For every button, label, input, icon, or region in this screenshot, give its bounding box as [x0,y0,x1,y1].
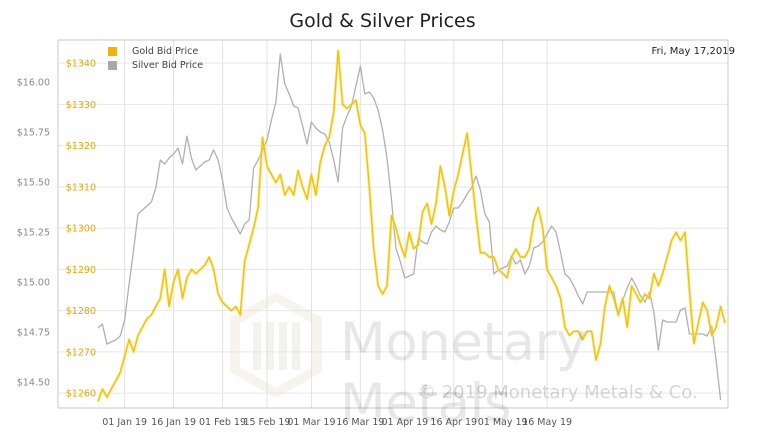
y-right-tick-label: $1280 [66,306,96,317]
x-tick-label: 01 Feb 19 [199,417,246,428]
y-left-tick-label: $15.00 [17,278,50,289]
y-left-tick-label: $16.00 [17,78,50,89]
y-left-tick-label: $15.50 [17,178,50,189]
chart-legend: Gold Bid Price Silver Bid Price [108,44,203,72]
legend-label-silver: Silver Bid Price [132,59,204,71]
x-tick-label: 16 Mar 19 [336,417,384,428]
legend-item-gold[interactable]: Gold Bid Price [108,44,203,58]
series-layer [96,49,727,402]
legend-label-gold: Gold Bid Price [132,45,199,57]
chart-title: Gold & Silver Prices [289,10,476,32]
y-right-tick-label: $1340 [66,59,96,70]
x-tick-label: 01 May 19 [478,417,528,428]
legend-swatch-silver [108,60,117,70]
x-tick-label: 16 Apr 19 [430,417,477,428]
watermark-logo [230,292,322,398]
x-tick-label: 16 Jan 19 [151,417,196,428]
y-left-tick-label: $15.25 [17,228,50,239]
x-tick-label: 16 May 19 [522,417,572,428]
date-stamp: Fri, May 17,2019 [651,46,735,57]
grid-layer [58,40,728,408]
y-right-tick-label: $1290 [66,265,96,276]
x-tick-label: 01 Mar 19 [287,417,335,428]
y-left-tick-label: $14.50 [17,378,50,389]
x-tick-label: 15 Feb 19 [243,417,290,428]
x-tick-label: 01 Jan 19 [102,417,147,428]
y-right-tick-label: $1310 [66,182,96,193]
y-left-tick-label: $14.75 [17,328,50,339]
y-left-tick-label: $15.75 [17,128,50,139]
watermark-monetary-metals: Monetary Metals [340,312,587,434]
plot-border [57,39,729,409]
y-right-tick-label: $1320 [66,141,96,152]
y-right-tick-label: $1300 [66,224,96,235]
watermark-copyright: © 2019 Monetary Metals & Co. [418,382,698,403]
y-right-tick-label: $1270 [66,347,96,358]
y-right-tick-label: $1260 [66,389,96,400]
gold-series-line [97,50,726,402]
x-tick-label: 01 Apr 19 [382,417,429,428]
legend-swatch-gold [108,46,117,56]
legend-item-silver[interactable]: Silver Bid Price [108,58,203,72]
y-right-tick-label: $1330 [66,100,96,111]
